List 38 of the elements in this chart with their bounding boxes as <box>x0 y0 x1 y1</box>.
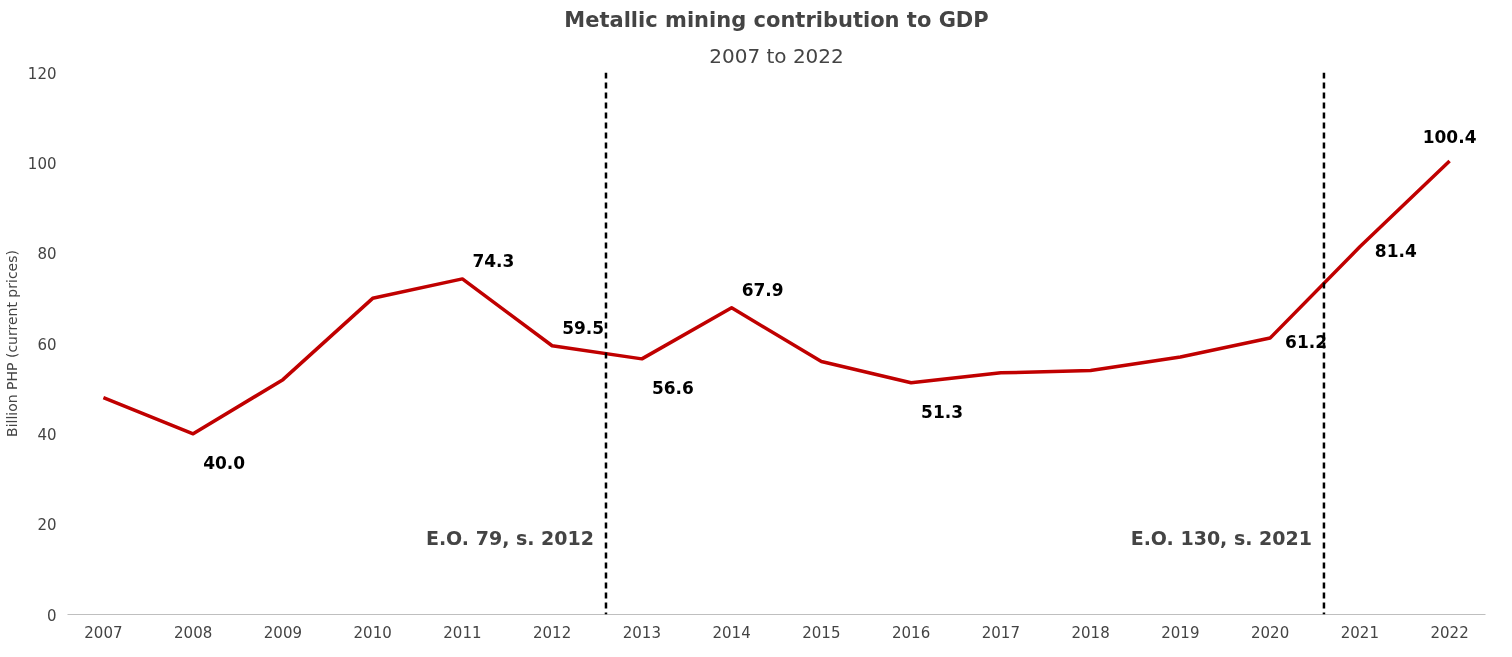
x-tick-label: 2011 <box>443 623 482 642</box>
y-tick-label: 120 <box>27 64 57 83</box>
x-tick-label: 2012 <box>533 623 572 642</box>
chart-title: Metallic mining contribution to GDP <box>564 7 989 32</box>
data-label: 100.4 <box>1422 127 1477 148</box>
x-tick-label: 2016 <box>892 623 931 642</box>
chart-subtitle: 2007 to 2022 <box>709 43 844 68</box>
y-tick-label: 0 <box>46 606 57 625</box>
x-tick-label: 2014 <box>712 623 751 642</box>
data-label: 61.2 <box>1285 332 1328 353</box>
x-tick-label: 2018 <box>1071 623 1110 642</box>
x-tick-label: 2019 <box>1161 623 1200 642</box>
y-tick-label: 100 <box>27 154 57 173</box>
data-label: 81.4 <box>1374 240 1417 261</box>
y-axis-title: Billion PHP (current prices) <box>3 250 20 437</box>
data-label: 40.0 <box>203 452 246 473</box>
y-tick-label: 20 <box>37 516 57 535</box>
x-tick-label: 2007 <box>84 623 123 642</box>
x-tick-label: 2009 <box>263 623 302 642</box>
x-tick-label: 2013 <box>622 623 661 642</box>
data-label: 59.5 <box>562 317 605 338</box>
x-tick-label: 2010 <box>353 623 392 642</box>
ref-line-label: E.O. 79, s. 2012 <box>425 527 594 550</box>
data-label: 67.9 <box>741 279 784 300</box>
y-tick-label: 40 <box>37 425 57 444</box>
data-label: 56.6 <box>651 377 694 398</box>
x-tick-label: 2015 <box>802 623 841 642</box>
ref-line-label: E.O. 130, s. 2021 <box>1130 527 1312 550</box>
x-tick-label: 2008 <box>174 623 213 642</box>
x-tick-label: 2017 <box>981 623 1020 642</box>
y-tick-label: 80 <box>37 245 57 264</box>
y-tick-label: 60 <box>37 335 57 354</box>
data-label: 74.3 <box>472 250 515 271</box>
x-tick-label: 2020 <box>1251 623 1290 642</box>
line-series <box>101 159 1452 436</box>
x-tick-label: 2021 <box>1340 623 1379 642</box>
x-tick-label: 2022 <box>1430 623 1469 642</box>
data-label: 51.3 <box>921 401 964 422</box>
